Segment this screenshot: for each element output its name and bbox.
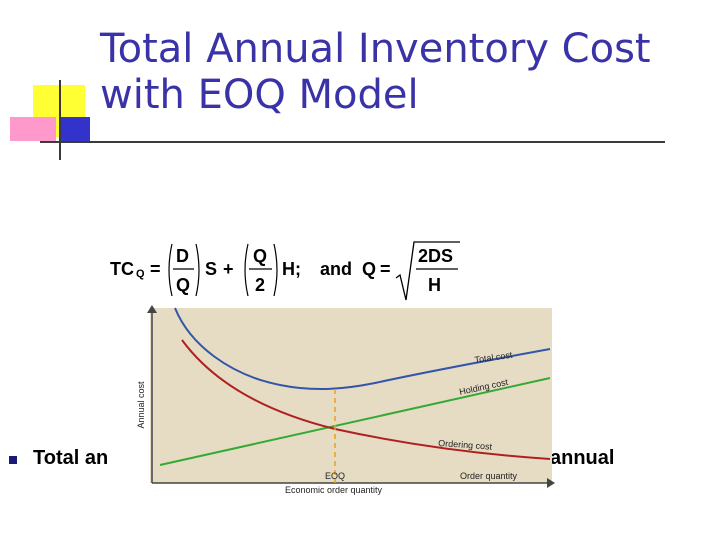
formula-and: and <box>320 259 352 279</box>
eoq-formula: TC Q = D Q S + Q 2 H; and Q = 2DS H <box>110 241 460 301</box>
chart-xlabel: Order quantity <box>460 471 518 481</box>
formula-paren-open-2 <box>244 243 249 297</box>
formula-plus: + <box>223 259 234 279</box>
formula-sqrt-den: H <box>428 275 441 295</box>
ordering-cost-label: Ordering cost <box>438 438 493 452</box>
formula-s: S <box>205 259 217 279</box>
formula-h: H; <box>282 259 301 279</box>
formula-paren-open-1 <box>168 243 173 297</box>
total-cost-curve <box>174 307 551 391</box>
formula-sqrt-num: 2DS <box>418 246 453 266</box>
formula-equals-1: = <box>150 259 161 279</box>
title-line-1: Total Annual Inventory Cost <box>100 26 651 72</box>
formula-frac2-den: 2 <box>255 275 265 295</box>
formula-frac1-num: D <box>176 246 189 266</box>
formula-frac1-den: Q <box>176 275 190 295</box>
holding-cost-label: Holding cost <box>458 377 509 397</box>
formula-q: Q <box>362 259 376 279</box>
eoq-chart: Annual cost Total cost Holding cost Orde… <box>136 305 555 495</box>
formula-frac2-num: Q <box>253 246 267 266</box>
decor-blue-square <box>60 117 90 143</box>
title-underline <box>40 141 665 143</box>
formula-tc-sub: Q <box>136 268 145 280</box>
eoq-label: EOQ <box>325 471 345 481</box>
decor-pink-rect <box>10 117 56 141</box>
bullet-text-right: annual <box>550 447 615 469</box>
bullet-square-icon <box>9 456 17 464</box>
formula-paren-close-1 <box>195 243 200 297</box>
formula-sqrt-sign <box>395 241 460 301</box>
total-cost-label: Total cost <box>474 350 514 365</box>
title-line-2: with EOQ Model <box>100 72 419 118</box>
formula-paren-close-2 <box>273 243 278 297</box>
y-axis-arrow-icon <box>147 305 157 313</box>
formula-equals-2: = <box>380 259 391 279</box>
decor-vertical-line <box>59 80 61 160</box>
x-axis-arrow-icon <box>547 478 555 488</box>
chart-ylabel: Annual cost <box>136 381 146 429</box>
bullet-text-left: Total an <box>33 447 109 469</box>
holding-cost-line <box>159 377 551 466</box>
formula-tc: TC <box>110 259 134 279</box>
slide-title: Total Annual Inventory Cost with EOQ Mod… <box>100 26 700 118</box>
chart-subtitle: Economic order quantity <box>285 485 383 495</box>
